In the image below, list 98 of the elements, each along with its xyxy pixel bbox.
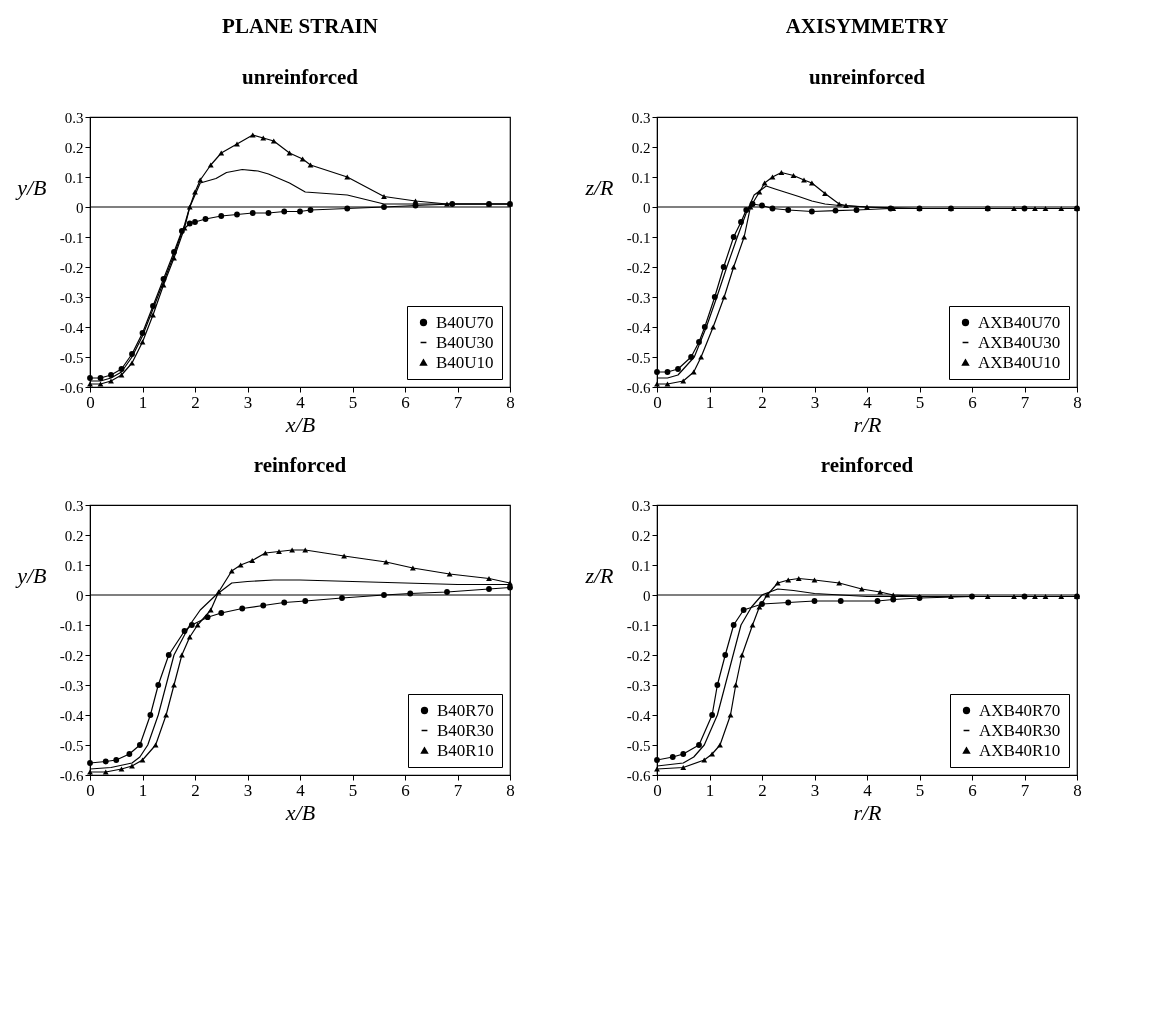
x-tick-label: 3 [810,392,820,412]
y-tick-label: -0.5 [626,737,651,754]
y-tick-label: -0.1 [626,617,651,634]
legend-label: AXB40R70 [979,700,1061,720]
legend-label: B40U70 [436,312,494,332]
x-tick-label: 7 [453,780,463,800]
y-tick-label: 0.2 [64,527,84,544]
legend-label: B40R70 [437,700,494,720]
y-tick-label: -0.3 [59,677,84,694]
y-tick-label: -0.1 [59,229,84,246]
x-tick-label: 4 [863,780,873,800]
y-tick-label: 0.2 [631,139,651,156]
chart-subtitle: unreinforced [809,65,926,89]
y-tick-label: -0.5 [59,737,84,754]
y-tick-label: 0.1 [64,169,84,186]
x-tick-label: 5 [348,780,358,800]
y-tick-label: 0.2 [631,527,651,544]
x-axis-title: r/R [853,411,883,437]
y-tick-label: 0.3 [64,109,84,126]
y-tick-label: 0.1 [64,557,84,574]
y-axis-title: y/B [15,562,47,588]
y-tick-label: -0.2 [626,259,651,276]
y-axis-title: y/B [15,174,47,200]
x-tick-label: 4 [863,392,873,412]
x-tick-label: 7 [453,392,463,412]
x-tick-label: 5 [915,780,925,800]
x-tick-label: 2 [191,392,200,412]
x-tick-label: 2 [758,780,767,800]
legend-label: B40U10 [436,352,494,372]
y-tick-label: 0.1 [631,169,651,186]
chart-title: AXISYMMETRY [785,14,949,38]
x-tick-label: 8 [506,392,515,412]
x-tick-label: 1 [705,780,715,800]
y-tick-label: -0.4 [59,319,84,336]
y-tick-label: -0.6 [59,379,84,396]
x-tick-label: 7 [1020,392,1030,412]
chart-title: reinforced [820,453,914,477]
y-tick-label: -0.6 [59,767,84,784]
x-tick-label: 7 [1020,780,1030,800]
y-tick-label: -0.6 [626,767,651,784]
legend-label: B40R30 [437,720,494,740]
y-tick-label: -0.3 [59,289,84,306]
x-axis-title: r/R [853,799,883,825]
chart-subtitle: unreinforced [242,65,359,89]
x-tick-label: 6 [968,392,977,412]
x-tick-label: 4 [296,392,306,412]
y-tick-label: -0.2 [626,647,651,664]
x-tick-label: 3 [810,780,820,800]
x-tick-label: 5 [915,392,925,412]
x-tick-label: 1 [705,392,715,412]
y-tick-label: -0.6 [626,379,651,396]
y-tick-label: -0.3 [626,677,651,694]
y-tick-label: -0.4 [626,319,651,336]
legend-label: B40U30 [436,332,494,352]
y-tick-label: -0.4 [59,707,84,724]
x-axis-title: x/B [284,411,316,437]
x-tick-label: 8 [1073,392,1082,412]
y-tick-label: -0.2 [59,647,84,664]
x-tick-label: 6 [401,392,410,412]
x-axis-title: x/B [284,799,316,825]
x-tick-label: 8 [506,780,515,800]
x-tick-label: 3 [243,780,253,800]
y-tick-label: 0 [76,587,84,604]
y-tick-label: 0.3 [631,497,651,514]
y-tick-label: 0 [643,587,651,604]
y-tick-label: -0.2 [59,259,84,276]
x-tick-label: 1 [138,392,148,412]
x-tick-label: 6 [968,780,977,800]
y-tick-label: 0.3 [631,109,651,126]
x-tick-label: 2 [758,392,767,412]
y-tick-label: 0.2 [64,139,84,156]
y-tick-label: 0 [76,199,84,216]
y-tick-label: 0.3 [64,497,84,514]
y-tick-label: -0.5 [59,349,84,366]
x-tick-label: 3 [243,392,253,412]
legend-label: AXB40U30 [978,332,1061,352]
legend-label: AXB40U10 [978,352,1061,372]
y-axis-title: z/R [584,562,615,588]
x-tick-label: 2 [191,780,200,800]
y-tick-label: -0.1 [626,229,651,246]
x-tick-label: 6 [401,780,410,800]
y-tick-label: 0 [643,199,651,216]
x-tick-label: 8 [1073,780,1082,800]
y-tick-label: -0.3 [626,289,651,306]
x-tick-label: 1 [138,780,148,800]
legend-label: AXB40U70 [978,312,1061,332]
y-axis-title: z/R [584,174,615,200]
y-tick-label: -0.1 [59,617,84,634]
y-tick-label: 0.1 [631,557,651,574]
legend-label: AXB40R10 [979,740,1061,760]
chart-title: PLANE STRAIN [222,14,378,38]
legend-label: B40R10 [437,740,494,760]
chart-title: reinforced [253,453,347,477]
y-tick-label: -0.4 [626,707,651,724]
x-tick-label: 5 [348,392,358,412]
x-tick-label: 4 [296,780,306,800]
y-tick-label: -0.5 [626,349,651,366]
legend-label: AXB40R30 [979,720,1061,740]
